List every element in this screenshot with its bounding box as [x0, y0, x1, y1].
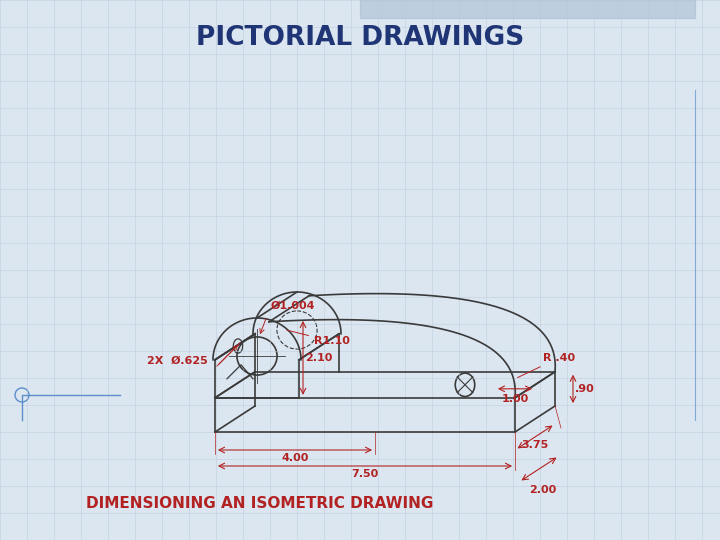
Text: R .40: R .40 — [518, 353, 575, 377]
Text: 2.00: 2.00 — [529, 485, 557, 495]
Text: 2.10: 2.10 — [305, 353, 333, 363]
Text: 7.50: 7.50 — [351, 469, 379, 479]
Text: 4.00: 4.00 — [282, 453, 309, 463]
Text: .90: .90 — [575, 384, 595, 394]
Text: 3.75: 3.75 — [521, 440, 549, 450]
Text: DIMENSIONING AN ISOMETRIC DRAWING: DIMENSIONING AN ISOMETRIC DRAWING — [86, 496, 433, 510]
Text: R1.10: R1.10 — [287, 330, 350, 346]
Text: Ø1.004: Ø1.004 — [271, 301, 315, 311]
Text: PICTORIAL DRAWINGS: PICTORIAL DRAWINGS — [196, 25, 524, 51]
Text: 2X  Ø.625: 2X Ø.625 — [147, 356, 208, 366]
Text: 1.00: 1.00 — [501, 394, 528, 404]
